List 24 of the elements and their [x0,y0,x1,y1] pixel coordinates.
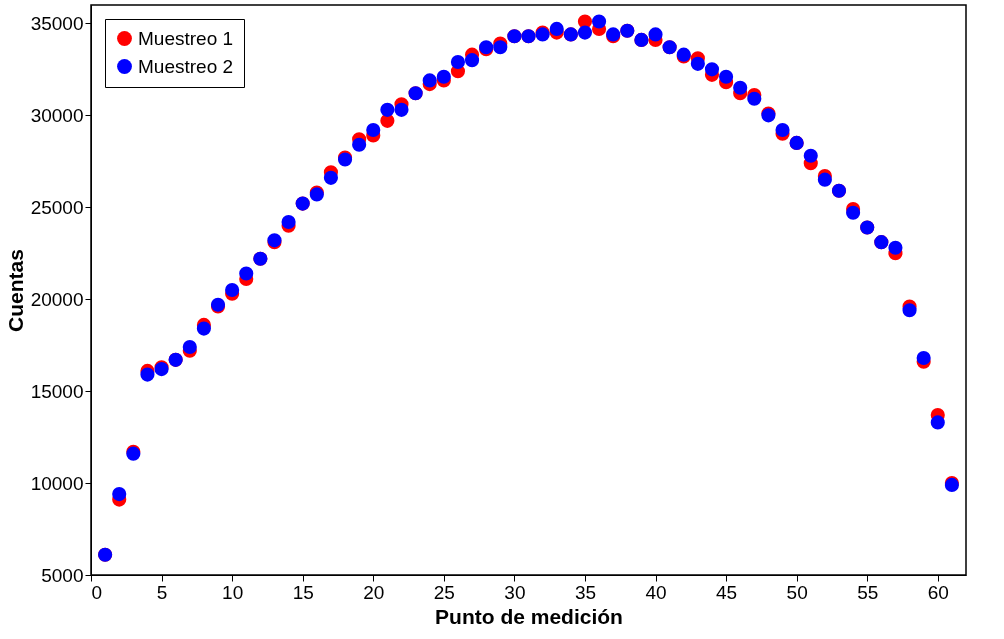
x-tick-label: 20 [363,581,385,603]
x-tick-label: 30 [504,581,526,603]
x-tick-label: 40 [645,581,667,603]
legend-label: Muestreo 2 [138,55,234,77]
y-axis-title: Cuentas [3,249,27,332]
x-tick-label: 50 [786,581,808,603]
x-tick-label: 60 [927,581,949,603]
x-tick-label: 45 [716,581,738,603]
x-tick-label: 0 [91,581,103,603]
y-tick-label: 15000 [30,380,84,402]
legend-label: Muestreo 1 [138,27,234,49]
x-tick-label: 15 [292,581,314,603]
y-tick-label: 5000 [41,564,84,586]
y-tick-label: 30000 [30,104,84,126]
x-tick-label: 5 [156,581,168,603]
x-tick-label: 55 [857,581,879,603]
y-tick-label: 35000 [30,12,84,34]
y-tick-label: 25000 [30,196,84,218]
x-tick-label: 10 [222,581,244,603]
x-tick-label: 25 [433,581,455,603]
y-tick-label: 10000 [30,472,84,494]
x-tick-label: 35 [574,581,597,603]
x-axis-title: Punto de medición [435,604,623,628]
y-tick-label: 20000 [30,288,84,310]
